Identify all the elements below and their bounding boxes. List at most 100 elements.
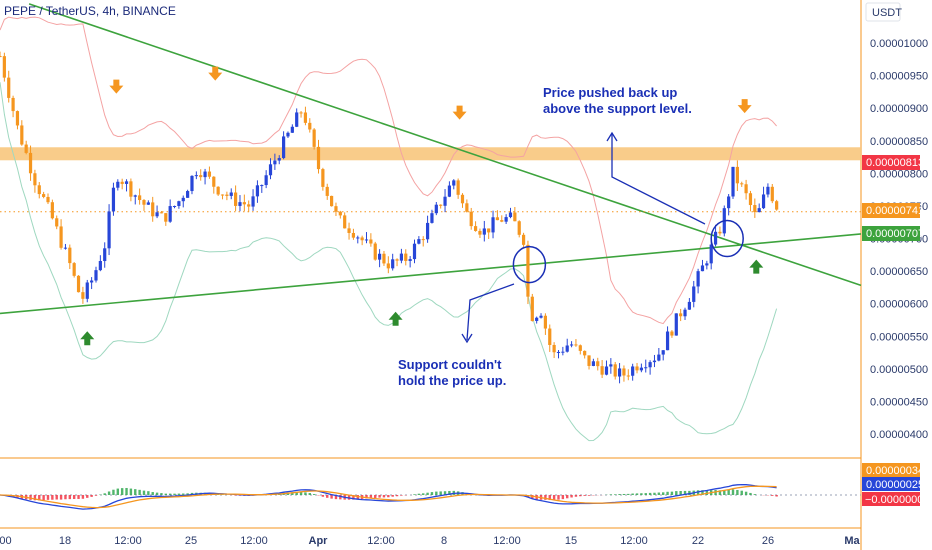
- price-tick-label: 0.00000600: [870, 299, 928, 311]
- candle-body: [631, 366, 635, 376]
- macd-histogram-bar: [299, 491, 303, 495]
- candle-body: [574, 344, 578, 346]
- macd-histogram-bar: [86, 495, 89, 498]
- candle-body: [478, 230, 482, 235]
- candle-body: [247, 204, 251, 207]
- candle-body: [561, 351, 565, 353]
- candle-body: [604, 366, 609, 375]
- time-tick-label: 12:00: [620, 535, 648, 547]
- macd-histogram-bar: [120, 488, 124, 495]
- price-tick-label: 0.00000500: [870, 364, 928, 376]
- candle-body: [81, 292, 85, 299]
- bollinger-upper-band: [0, 16, 777, 325]
- candle-body: [613, 364, 617, 377]
- candle-body: [264, 175, 268, 186]
- candle-body: [465, 203, 469, 212]
- candle-body: [351, 232, 356, 238]
- macd-histogram-bar: [164, 493, 168, 495]
- macd-histogram-bar: [579, 495, 582, 497]
- candle-body: [268, 164, 273, 176]
- annotation-pointer-support: [461, 283, 515, 344]
- time-tick-label: 12:00: [493, 535, 521, 547]
- macd-histogram-bar: [304, 492, 307, 495]
- candle-body: [282, 136, 286, 159]
- candle-body: [587, 355, 591, 366]
- candle-body: [692, 286, 696, 302]
- candle-body: [683, 309, 687, 317]
- candle-body: [591, 361, 595, 366]
- candle-body: [260, 185, 264, 187]
- candle-body: [28, 152, 33, 174]
- macd-histogram-bar: [116, 488, 120, 495]
- annotation-pushed-line2: above the support level.: [543, 101, 692, 116]
- time-tick-label: 12:00: [114, 535, 142, 547]
- candle-body: [190, 175, 194, 192]
- candle-body: [382, 253, 386, 264]
- macd-histogram-bar: [544, 495, 547, 500]
- candle-body: [700, 265, 705, 272]
- candle-body: [111, 187, 116, 212]
- candle-body: [364, 239, 369, 241]
- macd-histogram-bar: [552, 495, 556, 501]
- sell-arrow-icon: [208, 66, 223, 81]
- candle-body: [548, 328, 552, 345]
- macd-histogram-bar: [670, 491, 674, 495]
- candle-body: [696, 271, 700, 287]
- macd-histogram-bar: [312, 494, 316, 495]
- candle-body: [513, 212, 517, 222]
- macd-histogram-bar: [186, 493, 189, 495]
- candle-body: [665, 331, 670, 351]
- candle-body: [543, 315, 547, 329]
- macd-histogram-bar: [644, 493, 647, 495]
- candle-body: [508, 212, 513, 218]
- macd-histogram-bar: [430, 492, 434, 495]
- candle-body: [46, 196, 50, 203]
- candle-body: [295, 112, 299, 127]
- candle-body: [207, 171, 212, 177]
- candle-body: [11, 97, 15, 112]
- buy-arrow-icon: [749, 259, 764, 274]
- candle-body: [679, 313, 683, 317]
- macd-histogram-bar: [339, 495, 342, 500]
- candle-body: [740, 183, 744, 185]
- macd-histogram-bar: [662, 492, 665, 495]
- candle-body: [321, 169, 325, 187]
- candle-body: [482, 228, 486, 235]
- macd-histogram-bar: [718, 490, 722, 495]
- macd-histogram-bar: [400, 495, 403, 496]
- macd-histogram-bar: [369, 495, 373, 499]
- candle-body: [220, 194, 225, 196]
- macd-histogram-bar: [94, 495, 98, 496]
- macd-histogram-bar: [138, 489, 141, 495]
- candle-body: [186, 191, 190, 198]
- candle-body: [460, 194, 465, 204]
- candle-body: [600, 366, 604, 375]
- time-tick-label: Apr: [309, 535, 329, 547]
- candle-body: [312, 129, 316, 147]
- macd-histogram-bar: [614, 494, 617, 495]
- candle-body: [622, 368, 626, 376]
- time-tick-label: 8: [441, 535, 447, 547]
- macd-histogram-bar: [631, 493, 634, 495]
- macd-histogram-bar: [422, 493, 425, 495]
- currency-button[interactable]: [865, 2, 901, 22]
- macd-histogram-bar: [587, 495, 591, 496]
- candle-body: [142, 200, 146, 205]
- macd-histogram-bar: [744, 491, 748, 495]
- candle-body: [15, 111, 20, 126]
- macd-histogram-bar: [701, 490, 704, 495]
- candle-body: [212, 176, 216, 187]
- macd-histogram-bar: [295, 491, 298, 495]
- candle-body: [583, 350, 587, 356]
- candle-body: [199, 175, 203, 178]
- macd-histogram-bar: [182, 493, 185, 495]
- candle-body: [234, 192, 238, 206]
- sell-arrow-icon: [737, 99, 752, 114]
- macd-histogram-bar: [727, 489, 730, 495]
- candle-body: [552, 344, 556, 353]
- macd-histogram-bar: [77, 495, 80, 499]
- time-tick-label: 26: [762, 535, 774, 547]
- candle-body: [753, 205, 757, 213]
- macd-histogram-bar: [90, 495, 93, 497]
